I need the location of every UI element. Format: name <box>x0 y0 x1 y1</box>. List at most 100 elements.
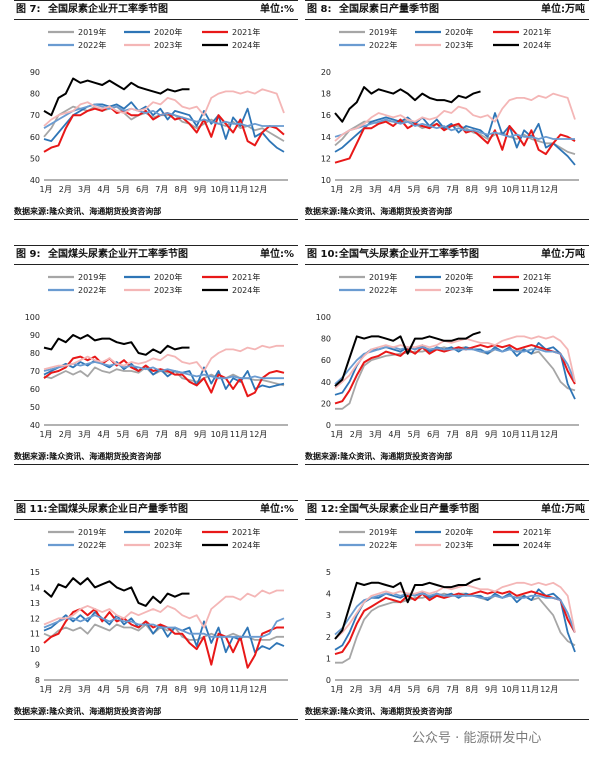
chart-panel: 图 12: 全国气头尿素企业日产量季节图 单位:万吨 0 1 2 3 4 5 1月 2月 3月 4月 5月… <box>305 500 589 748</box>
series-line <box>43 614 285 638</box>
legend-label: 2020年 <box>445 27 473 37</box>
chart-unit: 单位:万吨 <box>541 249 585 260</box>
x-tick-label: 8月 <box>175 685 188 694</box>
legend-label: 2019年 <box>78 527 106 537</box>
x-tick-label: 10月 <box>211 430 229 439</box>
chart-title: 全国气头尿素企业日产量季节图 <box>339 504 479 515</box>
legend-label: 2021年 <box>232 272 260 282</box>
y-tick-label: 9 <box>35 661 40 670</box>
x-tick-label: 6月 <box>427 430 440 439</box>
x-tick-label: 1月 <box>39 685 52 694</box>
x-tick-label: 6月 <box>136 430 149 439</box>
series-line <box>43 611 285 654</box>
x-tick-label: 8月 <box>466 685 479 694</box>
chart-title: 全国尿素日产量季节图 <box>339 4 439 15</box>
x-tick-label: 7月 <box>446 185 459 194</box>
y-tick-label: 4 <box>326 590 331 599</box>
x-tick-label: 1月 <box>330 430 343 439</box>
y-tick-label: 12 <box>321 154 331 163</box>
x-tick-label: 2月 <box>350 685 363 694</box>
x-tick-label: 9月 <box>485 430 498 439</box>
x-tick-label: 4月 <box>388 430 401 439</box>
y-tick-label: 2 <box>326 633 331 642</box>
legend-label: 2021年 <box>523 527 551 537</box>
figure-number: 图 10: <box>307 249 339 260</box>
chart-unit: 单位:% <box>259 249 294 260</box>
legend-label: 2019年 <box>369 527 397 537</box>
y-tick-label: 16 <box>321 111 331 120</box>
y-tick-label: 40 <box>321 378 331 387</box>
x-tick-label: 8月 <box>466 430 479 439</box>
chart-title-bar: 图 11: 全国煤头尿素企业日产量季节图 单位:% <box>14 500 298 520</box>
series-line <box>43 103 284 129</box>
chart-title: 全国尿素企业开工率季节图 <box>48 4 168 15</box>
chart-panel: 图 10: 全国气头尿素企业开工率季节图 单位:万吨 0 20 40 60 80 100 1月 2月… <box>305 245 589 493</box>
legend-label: 2020年 <box>154 272 182 282</box>
y-tick-label: 100 <box>25 313 40 322</box>
x-tick-label: 12月 <box>249 185 267 194</box>
x-tick-label: 5月 <box>408 185 421 194</box>
x-tick-label: 9月 <box>485 185 498 194</box>
x-tick-label: 10月 <box>502 430 520 439</box>
y-tick-label: 12 <box>30 614 40 623</box>
chart-title: 全国煤头尿素企业开工率季节图 <box>48 249 188 260</box>
x-tick-label: 4月 <box>97 185 110 194</box>
chart-plot: 10 12 14 16 18 20 1月 2月 3月 4月 5月 6月 7月 8月 9月 10月 11月 12月 2… <box>321 27 579 194</box>
x-tick-label: 1月 <box>330 185 343 194</box>
data-source: 数据来源:隆众资讯、海通期货投资咨询部 <box>305 705 589 720</box>
x-tick-label: 6月 <box>136 685 149 694</box>
x-tick-label: 12月 <box>540 685 558 694</box>
y-tick-label: 20 <box>321 68 331 77</box>
x-tick-label: 8月 <box>175 185 188 194</box>
x-tick-label: 2月 <box>59 430 72 439</box>
chart-panel: 图 9: 全国煤头尿素企业开工率季节图 单位:% 40 50 60 70 80 90 100 1月 2… <box>14 245 298 493</box>
data-source: 数据来源:隆众资讯、海通期货投资咨询部 <box>14 450 298 465</box>
legend-label: 2022年 <box>78 540 106 550</box>
x-tick-label: 10月 <box>502 185 520 194</box>
y-tick-label: 14 <box>30 583 40 592</box>
legend-label: 2022年 <box>369 540 397 550</box>
legend-label: 2024年 <box>232 540 260 550</box>
y-tick-label: 100 <box>316 313 331 322</box>
legend-label: 2023年 <box>445 285 473 295</box>
series-line <box>334 112 576 166</box>
x-tick-label: 6月 <box>427 185 440 194</box>
x-tick-label: 8月 <box>466 185 479 194</box>
x-tick-label: 5月 <box>117 685 130 694</box>
x-tick-label: 9月 <box>194 685 207 694</box>
legend-label: 2022年 <box>78 40 106 50</box>
y-tick-label: 80 <box>321 335 331 344</box>
chart-unit: 单位:% <box>259 504 294 515</box>
x-tick-label: 11月 <box>230 185 248 194</box>
figure-number: 图 8: <box>307 4 332 15</box>
series-line <box>43 77 190 117</box>
x-tick-label: 12月 <box>249 430 267 439</box>
series-line <box>335 346 576 410</box>
x-tick-label: 11月 <box>521 685 539 694</box>
legend-label: 2024年 <box>232 285 260 295</box>
series-line <box>43 361 284 380</box>
legend-label: 2022年 <box>369 40 397 50</box>
legend-label: 2023年 <box>154 40 182 50</box>
chart-title-bar: 图 7: 全国尿素企业开工率季节图 单位:% <box>14 0 298 20</box>
x-tick-label: 3月 <box>369 685 382 694</box>
x-tick-label: 1月 <box>330 685 343 694</box>
series-line <box>43 88 285 127</box>
legend-label: 2019年 <box>78 27 106 37</box>
legend-label: 2020年 <box>445 527 473 537</box>
legend-label: 2023年 <box>445 540 473 550</box>
data-source: 数据来源:隆众资讯、海通期货投资咨询部 <box>305 450 589 465</box>
chart-title-bar: 图 8: 全国尿素日产量季节图 单位:万吨 <box>305 0 589 20</box>
y-tick-label: 40 <box>30 421 40 430</box>
series-line <box>335 592 576 664</box>
x-tick-label: 6月 <box>136 185 149 194</box>
y-tick-label: 80 <box>30 349 40 358</box>
legend-label: 2020年 <box>154 27 182 37</box>
series-line <box>334 581 576 640</box>
chart-unit: 单位:万吨 <box>541 4 585 15</box>
y-tick-label: 60 <box>30 133 40 142</box>
legend-label: 2022年 <box>369 285 397 295</box>
legend-label: 2019年 <box>369 27 397 37</box>
legend-label: 2022年 <box>78 285 106 295</box>
figure-number: 图 7: <box>16 4 41 15</box>
